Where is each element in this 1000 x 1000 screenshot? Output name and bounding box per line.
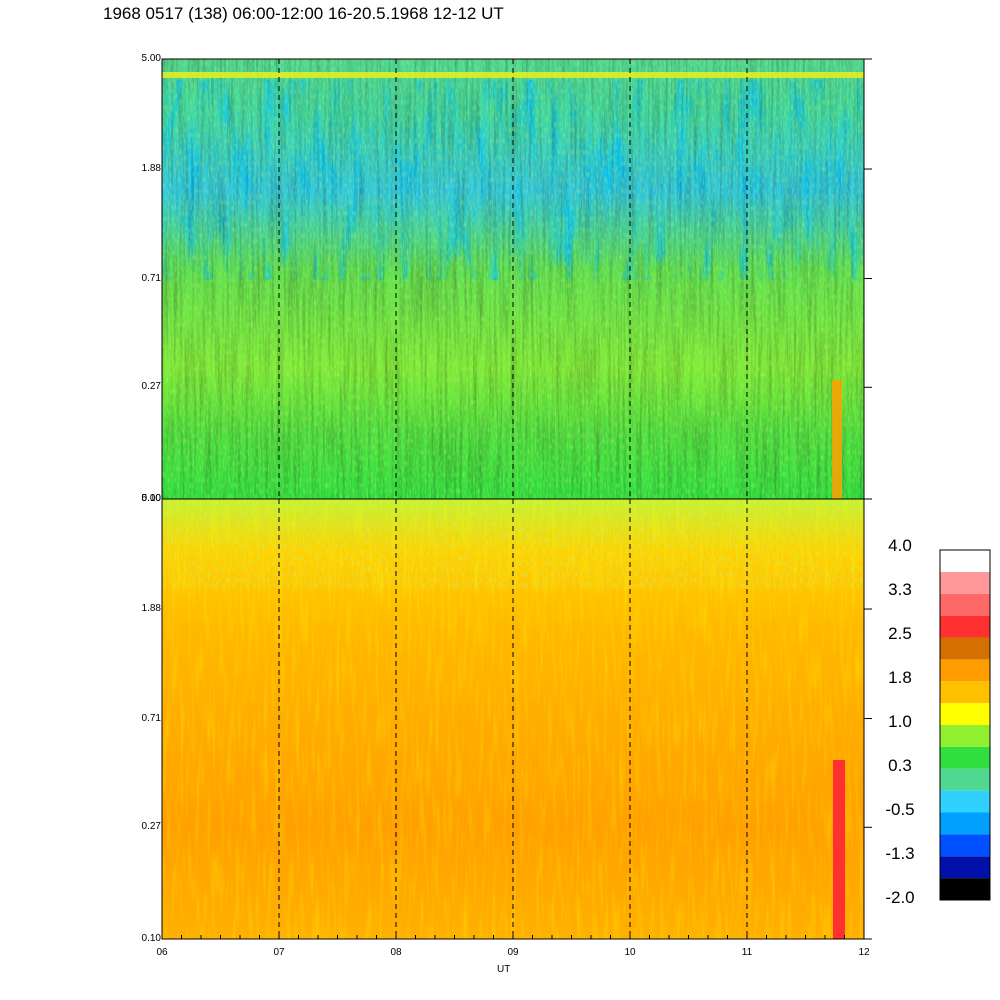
x-tick-label: 11 [741, 947, 753, 958]
top-panel-y-ticks [864, 58, 872, 500]
y-tick-label: 0.71 [141, 712, 161, 724]
colorbar-swatch [940, 703, 990, 725]
colorbar [939, 549, 991, 901]
x-axis-label: UT [497, 964, 511, 975]
top-panel [161, 58, 872, 500]
x-axis-ticks [161, 932, 865, 939]
bottom-panel-y-ticks [864, 498, 872, 940]
chart-title: 1968 0517 (138) 06:00-12:00 16-20.5.1968… [103, 4, 504, 23]
colorbar-swatch [940, 812, 990, 835]
colorbar-swatch [940, 790, 990, 813]
bottom-panel-red-streak [833, 760, 845, 939]
x-tick-label: 09 [507, 947, 519, 958]
colorbar-label: 2.5 [888, 624, 912, 643]
colorbar-swatch [940, 571, 990, 594]
colorbar-label: -2.0 [885, 888, 915, 907]
top-panel-orange-streak [832, 380, 842, 499]
colorbar-label: 4.0 [888, 536, 912, 555]
colorbar-swatch [940, 681, 990, 704]
bottom-panel-hour-lines [278, 499, 748, 939]
y-tick-label: 0.10 [141, 493, 161, 504]
colorbar-swatch [940, 768, 990, 791]
colorbar-label: 3.3 [888, 580, 912, 599]
y-tick-label: 0.27 [141, 381, 161, 393]
colorbar-frame [939, 549, 991, 901]
x-tick-label: 08 [390, 947, 402, 958]
colorbar-swatch [940, 856, 990, 879]
colorbar-label: 1.8 [888, 668, 912, 687]
y-tick-label: 1.88 [141, 603, 161, 615]
bottom-panel [161, 498, 872, 940]
colorbar-swatch [940, 550, 990, 572]
x-tick-label: 06 [156, 947, 168, 958]
y-tick-label: 0.27 [141, 821, 161, 833]
colorbar-swatch [940, 637, 990, 660]
y-tick-label: 1.88 [141, 163, 161, 175]
y-tick-label: 0.10 [141, 933, 161, 944]
colorbar-swatch [940, 834, 990, 857]
top-panel-hour-lines [278, 59, 748, 499]
x-tick-label: 10 [624, 947, 636, 958]
colorbar-swatch [940, 615, 990, 638]
colorbar-swatch [940, 746, 990, 769]
colorbar-swatch [940, 659, 990, 682]
x-tick-label: 12 [858, 947, 870, 958]
y-tick-label: 0.71 [141, 272, 161, 284]
colorbar-label: -0.5 [885, 800, 915, 819]
y-tick-label: 5.00 [141, 493, 161, 504]
y-tick-label: 5.00 [141, 53, 161, 64]
colorbar-label: -1.3 [885, 844, 915, 863]
colorbar-swatch [940, 725, 990, 747]
colorbar-label: 1.0 [888, 712, 912, 731]
colorbar-swatch [940, 878, 990, 900]
top-panel-yellow-band [162, 72, 864, 78]
colorbar-swatch [940, 593, 990, 616]
colorbar-label: 0.3 [888, 756, 912, 775]
x-tick-label: 07 [273, 947, 285, 958]
